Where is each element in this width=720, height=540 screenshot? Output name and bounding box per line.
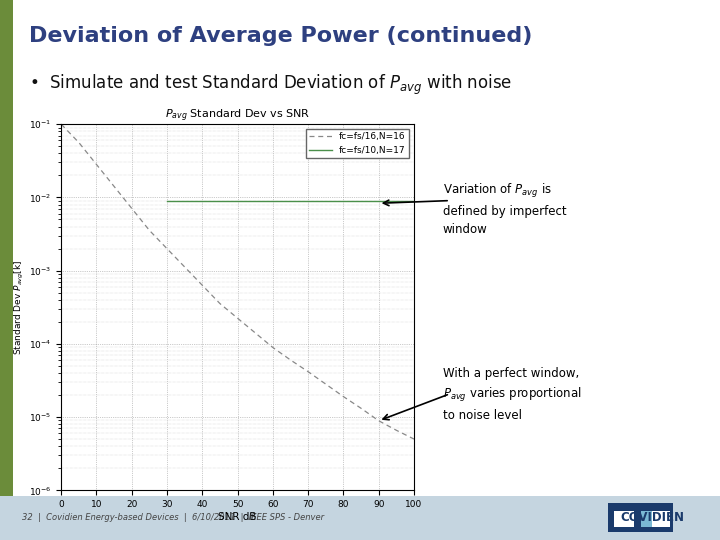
Bar — [608, 503, 673, 532]
Text: COVIDIEN: COVIDIEN — [620, 511, 684, 524]
Legend: fc=fs/16,N=16, fc=fs/10,N=17: fc=fs/16,N=16, fc=fs/10,N=17 — [306, 129, 410, 158]
Text: With a perfect window,
$P_{avg}$ varies proportional
to noise level: With a perfect window, $P_{avg}$ varies … — [443, 367, 581, 422]
Bar — [614, 511, 634, 526]
Text: 32  |  Covidien Energy-based Devices  |  6/10/2011  |  IEEE SPS - Denver: 32 | Covidien Energy-based Devices | 6/1… — [22, 514, 324, 522]
X-axis label: SNR dB: SNR dB — [218, 512, 257, 522]
Title: $P_{avg}$ Standard Dev vs SNR: $P_{avg}$ Standard Dev vs SNR — [165, 108, 310, 124]
Text: Deviation of Average Power (continued): Deviation of Average Power (continued) — [29, 26, 532, 46]
Text: Variation of $P_{avg}$ is
defined by imperfect
window: Variation of $P_{avg}$ is defined by imp… — [443, 181, 567, 235]
Bar — [652, 511, 670, 526]
Text: •  Simulate and test Standard Deviation of $P_{avg}$ with noise: • Simulate and test Standard Deviation o… — [29, 73, 512, 97]
Y-axis label: Standard Dev $P_{avg}$[k]: Standard Dev $P_{avg}$[k] — [13, 260, 26, 355]
Bar — [641, 511, 655, 526]
